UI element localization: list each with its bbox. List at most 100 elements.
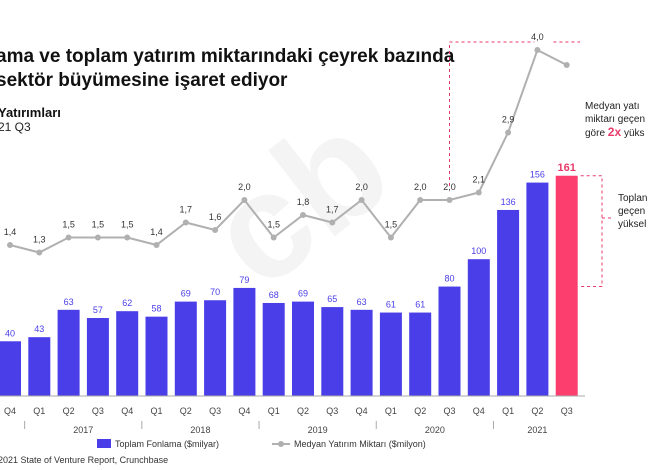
median-value-label: 2,0: [238, 182, 251, 192]
x-tick-label: Q1: [150, 406, 162, 416]
x-tick-label: Q3: [443, 406, 455, 416]
median-value-label: 1,4: [150, 227, 163, 237]
x-tick-label: Q2: [63, 406, 75, 416]
bar-value-label: 58: [151, 304, 161, 314]
bar-value-label: 68: [269, 290, 279, 300]
bar-q4-4: [116, 311, 139, 396]
bar-value-label: 65: [327, 294, 337, 304]
median-value-label: 2,1: [473, 175, 486, 185]
bar-q3-3: [86, 318, 109, 396]
chart-subtitle: Yatırımları: [0, 105, 61, 120]
total-annotation-line-3: yüksel: [618, 219, 647, 230]
median-value-label: 1,5: [385, 220, 398, 230]
median-point: [563, 62, 570, 68]
x-tick-label: Q4: [238, 406, 250, 416]
total-annotation-line-2: geçen: [618, 206, 646, 217]
bar-q3-15: [438, 286, 461, 396]
bar-value-label: 100: [471, 246, 486, 256]
median-value-label: 4,0: [531, 32, 544, 42]
bar-q2-10: [292, 301, 314, 396]
bar-q4-16: [467, 259, 490, 396]
median-value-label: 1,5: [62, 220, 75, 230]
bar-q2-14: [409, 312, 432, 396]
median-value-label: 1,8: [297, 197, 310, 207]
x-tick-label: Q3: [209, 406, 221, 416]
median-point: [153, 242, 160, 248]
title-line-1: ama ve toplam yatırım miktarındaki çeyre…: [0, 46, 455, 67]
bar-value-label: 156: [530, 170, 545, 180]
bar-q1-9: [262, 302, 285, 396]
median-point: [300, 212, 306, 218]
median-value-label: 1,5: [121, 220, 134, 230]
x-tick-label: Q4: [473, 406, 485, 416]
median-point: [241, 197, 248, 203]
year-label: 2018: [190, 425, 210, 435]
x-tick-label: Q3: [561, 406, 573, 416]
median-point: [7, 242, 13, 248]
total-growth-bracket: [580, 175, 603, 288]
bar-q3-19: [555, 175, 578, 396]
total-annotation: Toplan geçen yüksel: [618, 192, 647, 231]
bar-q1-17: [497, 209, 520, 396]
bar-q4-12: [350, 309, 373, 396]
median-annotation-line-3: göre 2x yüks: [585, 126, 645, 140]
x-tick-label: Q2: [531, 406, 543, 416]
year-label: 2021: [527, 425, 547, 435]
x-tick-label: Q1: [385, 406, 397, 416]
x-tick-label: Q4: [121, 406, 133, 416]
legend-swatch-bars: [97, 439, 111, 448]
median-point: [270, 234, 277, 241]
median-value-label: 1,3: [33, 235, 46, 245]
median-value-label: 1,5: [267, 220, 280, 230]
median-growth-bracket: [449, 41, 535, 186]
bar-value-label: 80: [444, 274, 454, 284]
bar-q1-1: [28, 337, 51, 396]
year-label: 2017: [73, 425, 93, 435]
bar-value-label: 40: [5, 328, 15, 338]
median-value-label: 1,5: [92, 220, 105, 230]
bar-q4-8: [233, 287, 256, 396]
year-label: 2020: [425, 425, 445, 435]
x-tick-label: Q2: [180, 406, 192, 416]
bar-value-label: 79: [239, 275, 249, 285]
bar-value-label: 69: [181, 289, 191, 299]
median-annotation-post: yüks: [623, 128, 645, 139]
median-annotation-line-1: Medyan yatı: [585, 101, 640, 112]
median-value-label: 2,0: [414, 182, 427, 192]
median-point: [417, 197, 424, 203]
x-tick-label: Q2: [414, 406, 426, 416]
bar-value-label: 57: [93, 305, 103, 315]
median-point: [182, 219, 189, 226]
median-value-label: 1,7: [180, 205, 193, 215]
median-value-label: 2,0: [355, 182, 368, 192]
x-tick-label: Q4: [356, 406, 368, 416]
year-label: 2019: [308, 425, 328, 435]
x-tick-label: Q3: [326, 406, 338, 416]
bar-value-label: 70: [210, 287, 220, 297]
legend-label-line: Medyan Yatırım Miktarı ($milyon): [294, 439, 426, 449]
median-value-label: 1,4: [4, 227, 17, 237]
median-value-label: 1,7: [326, 205, 339, 215]
median-point: [446, 197, 453, 203]
median-series-line: [9, 48, 568, 254]
median-point: [65, 234, 72, 241]
median-value-label: 2,9: [502, 115, 515, 125]
median-point: [475, 189, 482, 196]
median-annotation-pre: göre: [585, 128, 606, 139]
bar-q3-7: [204, 300, 227, 396]
median-point: [387, 234, 394, 241]
x-tick-label: Q1: [268, 406, 280, 416]
median-point: [36, 249, 43, 256]
x-tick-label: Q2: [297, 406, 309, 416]
median-value-label: 2,0: [443, 182, 456, 192]
bar-value-label: 61: [386, 300, 396, 310]
title-line-2: sektör büyümesine işaret ediyor: [0, 70, 288, 91]
bar-value-label: 69: [298, 289, 308, 299]
bar-value-label: 63: [357, 297, 367, 307]
bar-value-label: 63: [64, 297, 74, 307]
bar-q2-6: [174, 301, 197, 396]
median-annotation: Medyan yatı miktarı geçen göre 2x yüks: [585, 100, 645, 140]
bar-value-label: 61: [415, 300, 425, 310]
median-point: [534, 47, 541, 53]
bar-q1-13: [379, 312, 402, 396]
